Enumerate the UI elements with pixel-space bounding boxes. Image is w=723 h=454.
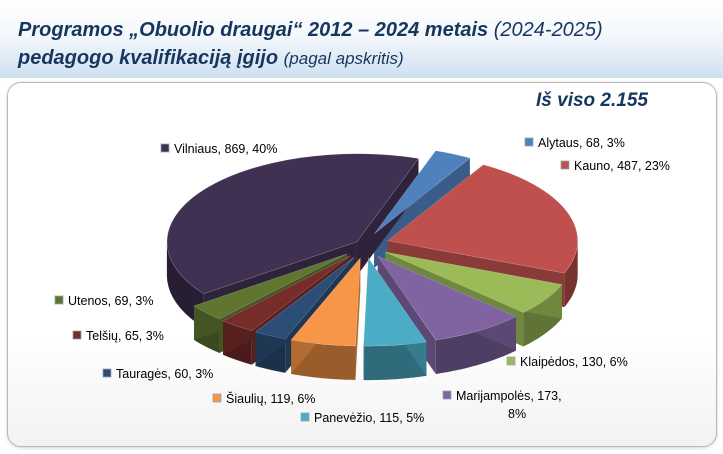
title-years: (2024-2025) [493, 19, 603, 41]
label-swatch-vilniaus [160, 143, 170, 153]
slice-vilniaus [166, 153, 420, 295]
pie-tops [166, 150, 578, 347]
label-swatch-taurages [102, 368, 112, 378]
data-label-taurages: Tauragės, 60, 3% [102, 367, 213, 381]
label-swatch-panevezio [300, 412, 310, 422]
title-note: (pagal apskritis) [283, 49, 404, 68]
slice-utenos [193, 253, 348, 320]
slice-taurages [254, 256, 355, 340]
title-line-1: Programos „Obuolio draugai“ 2012 – 2024 … [18, 19, 603, 41]
label-text-klaipedos: Klaipėdos, 130, 6% [520, 355, 628, 369]
data-label-panevezio: Panevėžio, 115, 5% [300, 411, 424, 425]
data-labels: Alytaus, 68, 3% Kauno, 487, 23% Klaipėdos,… [54, 136, 670, 425]
label-text-utenos: Utenos, 69, 3% [68, 294, 153, 308]
data-label-alytaus: Alytaus, 68, 3% [524, 136, 625, 150]
data-label-utenos: Utenos, 69, 3% [54, 294, 153, 308]
label-swatch-utenos [54, 295, 64, 305]
slice-wall-telsiu-1 [222, 255, 351, 355]
title-subject: pedagogo kvalifikaciją įgijo [18, 47, 279, 69]
label-swatch-klaipedos [506, 356, 516, 366]
label-text-marijampoles-line-2: 8% [508, 407, 526, 421]
slice-alytaus [373, 150, 471, 235]
label-text-siauliu: Šiaulių, 119, 6% [226, 391, 315, 406]
label-text-alytaus: Alytaus, 68, 3% [538, 136, 625, 150]
label-text-panevezio: Panevėžio, 115, 5% [314, 411, 424, 425]
title-line-2: pedagogo kvalifikaciją įgijo (pagal apsk… [18, 47, 404, 69]
data-label-vilniaus: Vilniaus, 869, 40% [160, 142, 277, 156]
data-label-klaipedos: Klaipėdos, 130, 6% [506, 355, 628, 369]
slice-klaipedos [385, 251, 563, 313]
page-title: Programos „Obuolio draugai“ 2012 – 2024 … [18, 16, 603, 73]
slice-marijampoles [376, 255, 517, 341]
title-main: Programos „Obuolio draugai“ 2012 – 2024 … [18, 19, 489, 41]
slice-siauliu [290, 257, 361, 347]
slice-side-kauno [564, 239, 578, 308]
header-band: Programos „Obuolio draugai“ 2012 – 2024 … [0, 0, 723, 78]
slice-telsiu [222, 255, 351, 332]
data-label-marijampoles: Marijampolės, 173, 8% [442, 389, 562, 421]
label-swatch-kauno [560, 160, 570, 170]
data-label-siauliu: Šiaulių, 119, 6% [212, 391, 315, 406]
label-text-marijampoles: Marijampolės, 173, [456, 389, 562, 403]
label-swatch-telsiu [72, 330, 82, 340]
label-swatch-marijampoles [442, 390, 452, 400]
slice-panevezio [363, 257, 427, 347]
slice-kauno [386, 164, 578, 274]
label-swatch-siauliu [212, 393, 222, 403]
label-text-kauno: Kauno, 487, 23% [574, 159, 670, 173]
label-swatch-alytaus [524, 137, 534, 147]
label-text-vilniaus: Vilniaus, 869, 40% [174, 142, 277, 156]
data-label-telsiu: Telšių, 65, 3% [72, 329, 164, 343]
label-text-taurages: Tauragės, 60, 3% [116, 367, 213, 381]
total-label: Iš viso 2.155 [536, 90, 648, 111]
data-label-kauno: Kauno, 487, 23% [560, 159, 670, 173]
label-text-telsiu: Telšių, 65, 3% [86, 329, 164, 343]
